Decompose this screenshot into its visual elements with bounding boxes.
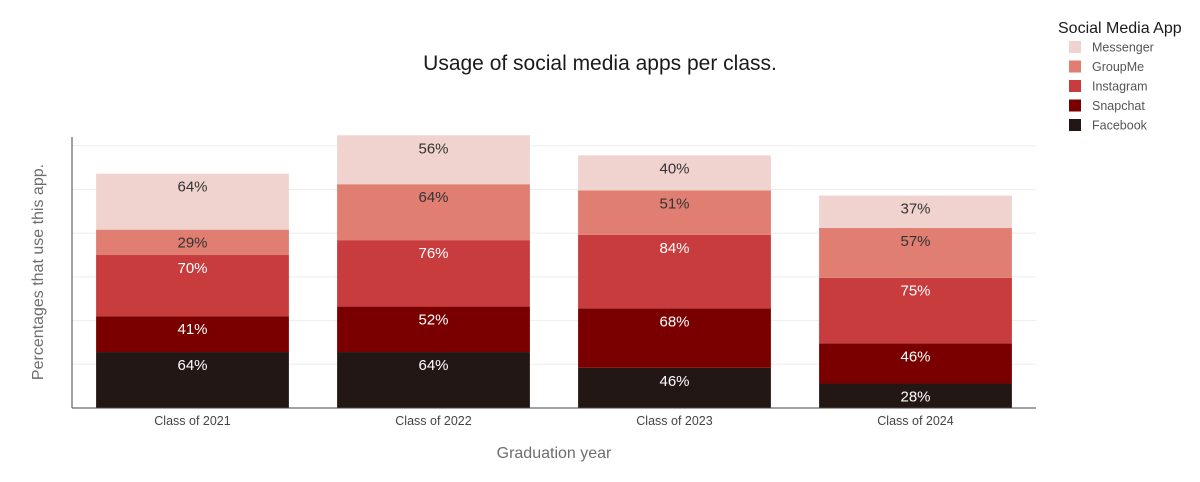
bar-messenger-4	[819, 195, 1012, 228]
data-label: 46%	[659, 373, 689, 390]
data-label: 29%	[177, 235, 207, 252]
data-label: 40%	[659, 160, 689, 177]
bar-instagram-2	[337, 240, 530, 307]
chart-title: Usage of social media apps per class.	[423, 52, 777, 75]
data-label: 57%	[900, 233, 930, 250]
data-label: 64%	[418, 357, 448, 374]
bar-snapchat-3	[578, 308, 771, 368]
x-tick-label: Class of 2022	[395, 414, 471, 428]
bar-instagram-4	[819, 277, 1012, 344]
bar-facebook-3	[578, 367, 771, 408]
data-label: 64%	[177, 357, 207, 374]
bar-messenger-1	[96, 173, 289, 230]
legend-swatch-facebook	[1069, 119, 1081, 131]
legend-swatch-messenger	[1069, 41, 1081, 53]
legend-swatch-instagram	[1069, 80, 1081, 92]
data-label: 84%	[659, 240, 689, 257]
bar-snapchat-2	[337, 306, 530, 353]
bar-groupme-2	[337, 184, 530, 241]
x-tick-label: Class of 2021	[154, 414, 230, 428]
legend-item-messenger: Messenger	[1092, 41, 1154, 55]
bars: 64% 41% 70% 29% 64% 64% 52% 76% 64% 56% 46% 68% 84% 5…	[96, 135, 1012, 408]
bar-groupme-4	[819, 227, 1012, 278]
bar-messenger-2	[337, 135, 530, 185]
legend-title: Social Media App	[1058, 20, 1182, 37]
data-label: 64%	[177, 179, 207, 196]
bar-snapchat-1	[96, 316, 289, 353]
legend-swatch-groupme	[1069, 60, 1081, 73]
bar-groupme-1	[96, 229, 289, 256]
data-label: 46%	[900, 348, 930, 365]
bar-instagram-1	[96, 255, 289, 317]
x-tick-label: Class of 2024	[877, 414, 953, 428]
legend-item-facebook: Facebook	[1092, 119, 1148, 133]
data-label: 51%	[659, 195, 689, 212]
data-label: 75%	[900, 283, 930, 300]
data-label: 37%	[900, 201, 930, 218]
legend-swatch-snapchat	[1069, 99, 1081, 112]
data-label: 52%	[418, 312, 448, 329]
x-axis-title: Graduation year	[497, 445, 612, 462]
bar-facebook-2	[337, 352, 530, 408]
legend: Social Media App Messenger GroupMe Instagr…	[1058, 20, 1182, 133]
data-label: 70%	[177, 260, 207, 277]
bar-instagram-3	[578, 234, 771, 309]
x-tick-label: Class of 2023	[636, 414, 712, 428]
data-label: 76%	[418, 245, 448, 262]
data-label: 41%	[177, 321, 207, 338]
bar-groupme-3	[578, 190, 771, 235]
x-tick-labels: Class of 2021 Class of 2022 Class of 2023 C…	[154, 414, 953, 428]
data-label: 68%	[659, 313, 689, 330]
bar-messenger-3	[578, 155, 771, 191]
data-label: 64%	[418, 189, 448, 206]
bar-snapchat-4	[819, 343, 1012, 384]
bar-facebook-4	[819, 383, 1012, 408]
y-axis-title: Percentages that use this app.	[30, 164, 47, 380]
legend-item-snapchat: Snapchat	[1092, 99, 1145, 113]
legend-item-instagram: Instagram	[1092, 80, 1148, 94]
data-label: 56%	[418, 140, 448, 157]
legend-item-groupme: GroupMe	[1092, 60, 1144, 74]
data-label: 28%	[900, 389, 930, 406]
bar-facebook-1	[96, 352, 289, 408]
